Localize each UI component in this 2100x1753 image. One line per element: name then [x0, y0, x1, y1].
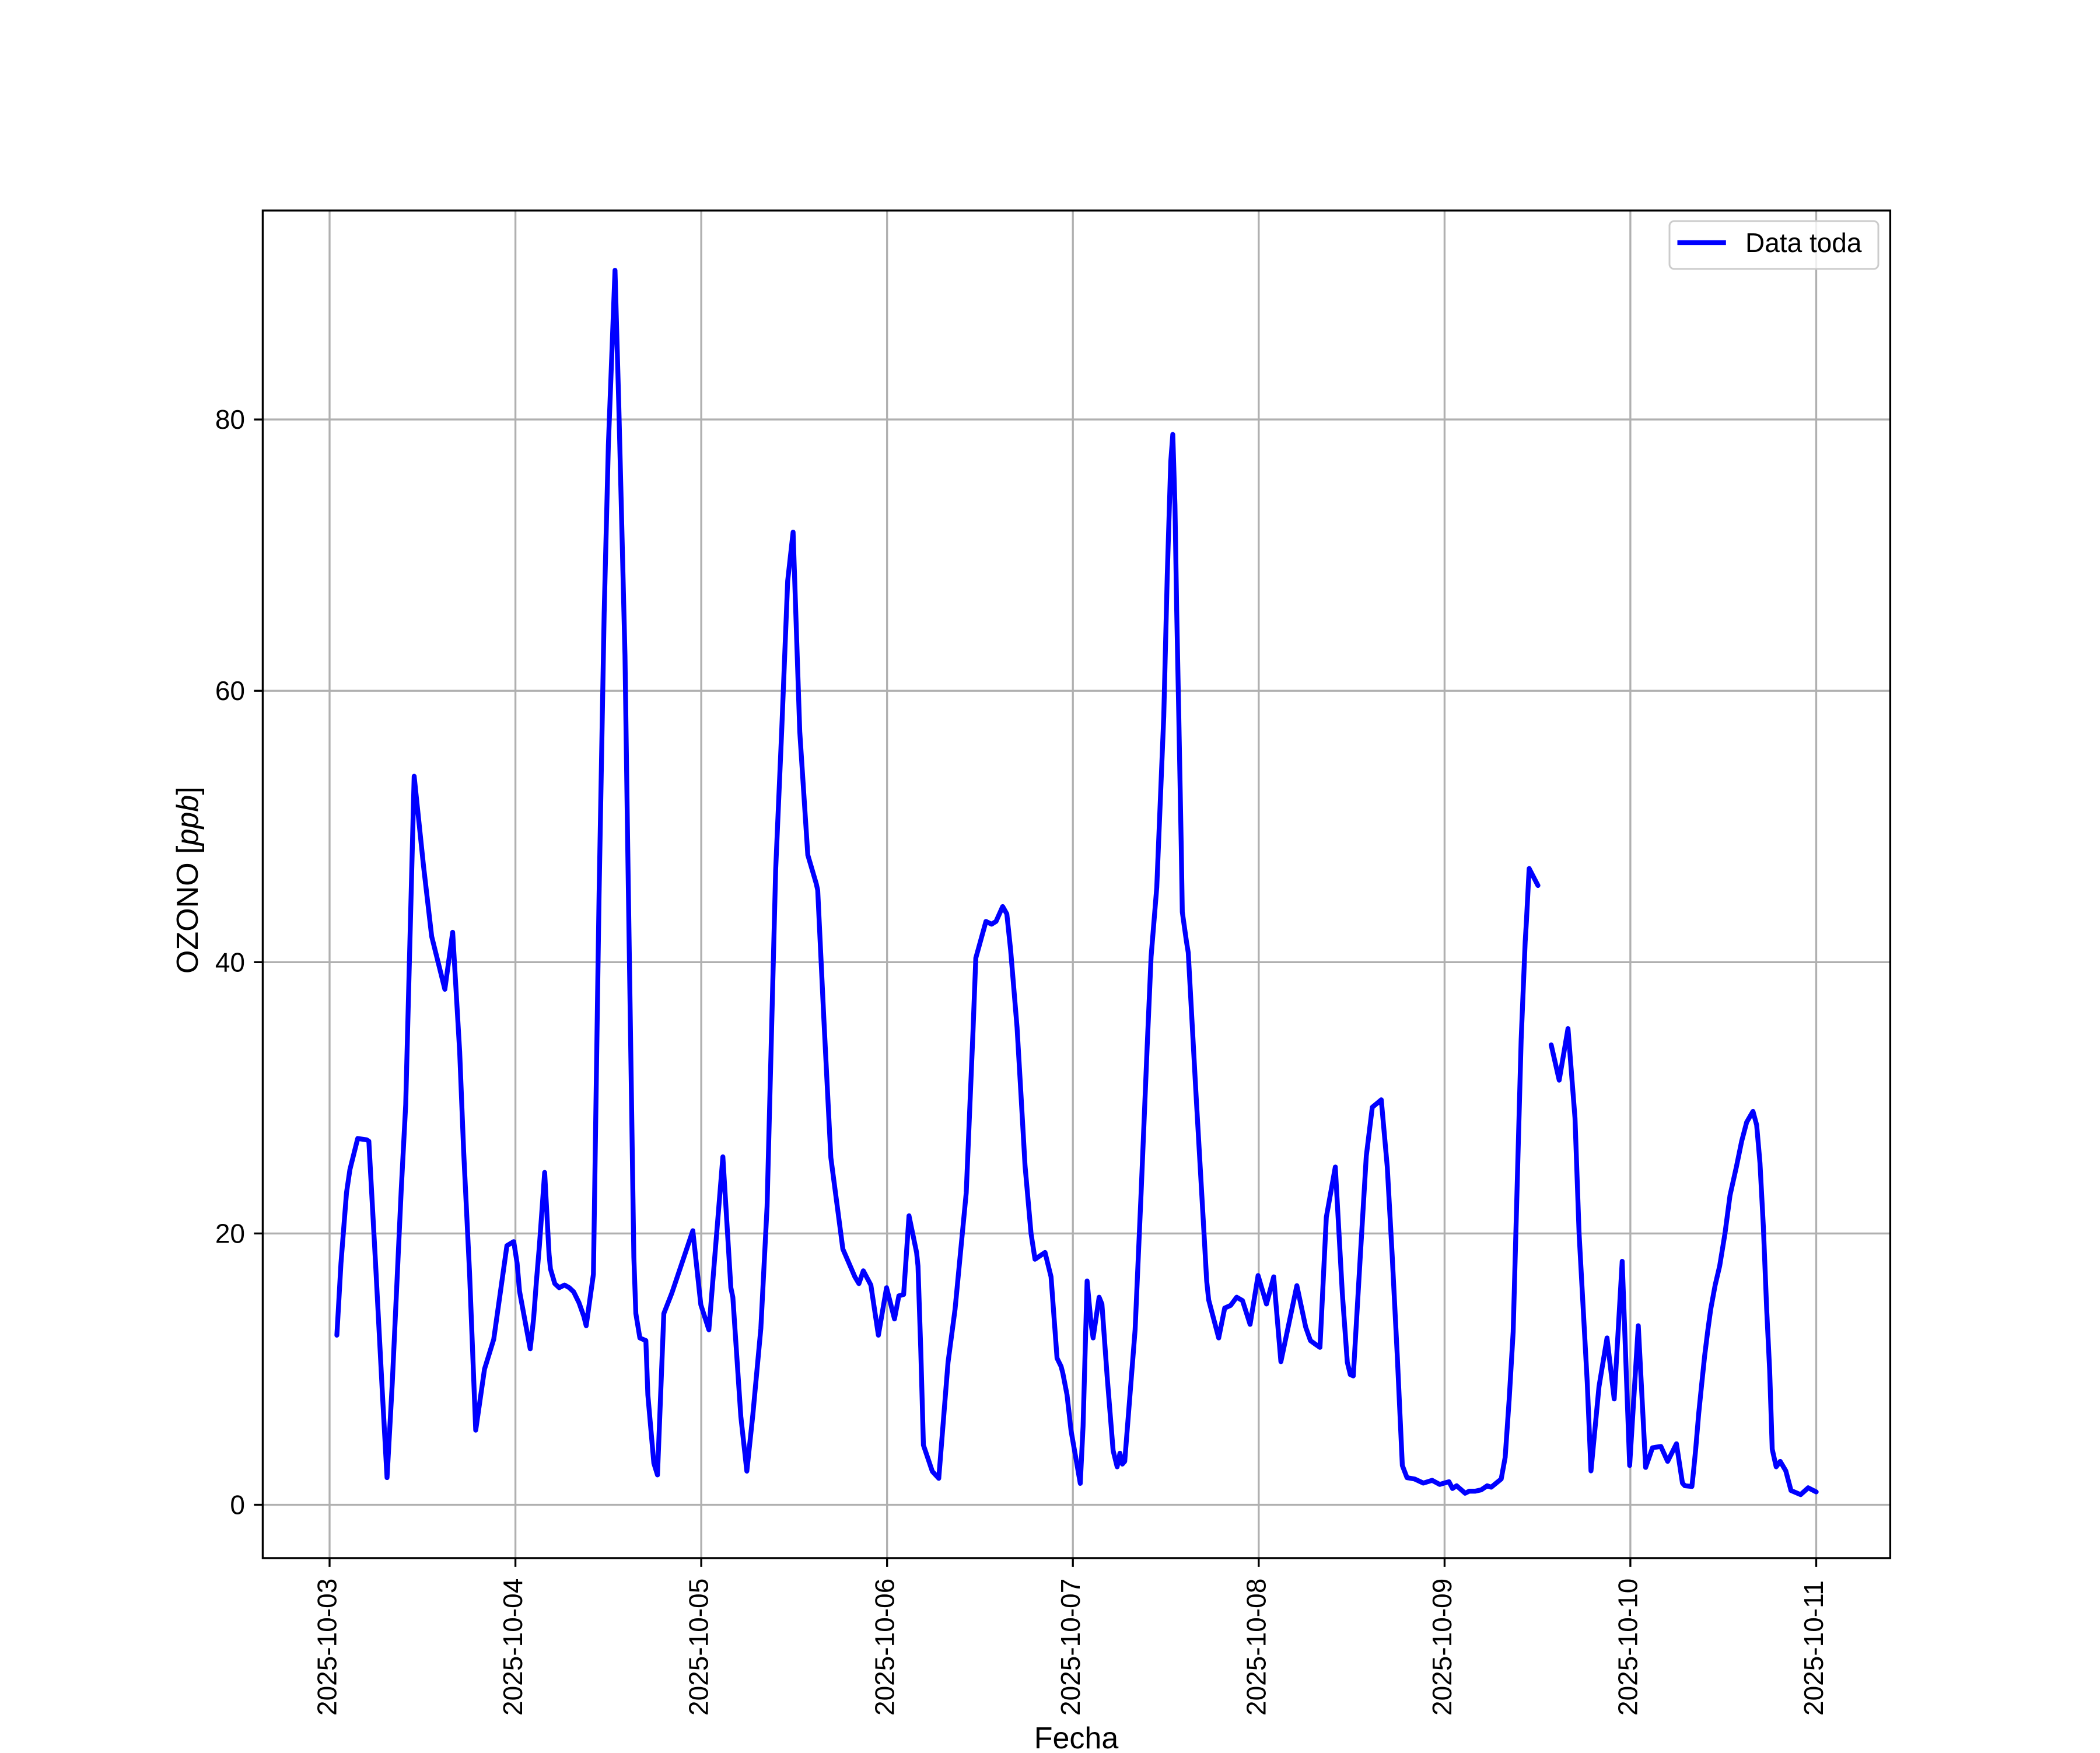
svg-text:20: 20 [215, 1218, 245, 1248]
svg-text:2025-10-08: 2025-10-08 [1241, 1579, 1271, 1716]
svg-text:2025-10-07: 2025-10-07 [1055, 1579, 1086, 1716]
svg-text:OZONO [ppb]: OZONO [ppb] [171, 786, 205, 974]
svg-text:0: 0 [230, 1490, 245, 1520]
svg-text:80: 80 [215, 404, 245, 435]
svg-text:2025-10-04: 2025-10-04 [498, 1579, 528, 1716]
svg-text:2025-10-06: 2025-10-06 [869, 1579, 900, 1716]
svg-text:2025-10-03: 2025-10-03 [312, 1579, 342, 1716]
svg-text:2025-10-11: 2025-10-11 [1798, 1580, 1829, 1716]
svg-text:2025-10-09: 2025-10-09 [1427, 1579, 1457, 1716]
svg-text:2025-10-05: 2025-10-05 [684, 1579, 714, 1716]
svg-text:60: 60 [215, 676, 245, 706]
svg-text:Data toda: Data toda [1745, 228, 1862, 258]
svg-text:40: 40 [215, 947, 245, 977]
svg-text:Fecha: Fecha [1034, 1721, 1119, 1750]
svg-text:2025-10-10: 2025-10-10 [1613, 1579, 1643, 1716]
